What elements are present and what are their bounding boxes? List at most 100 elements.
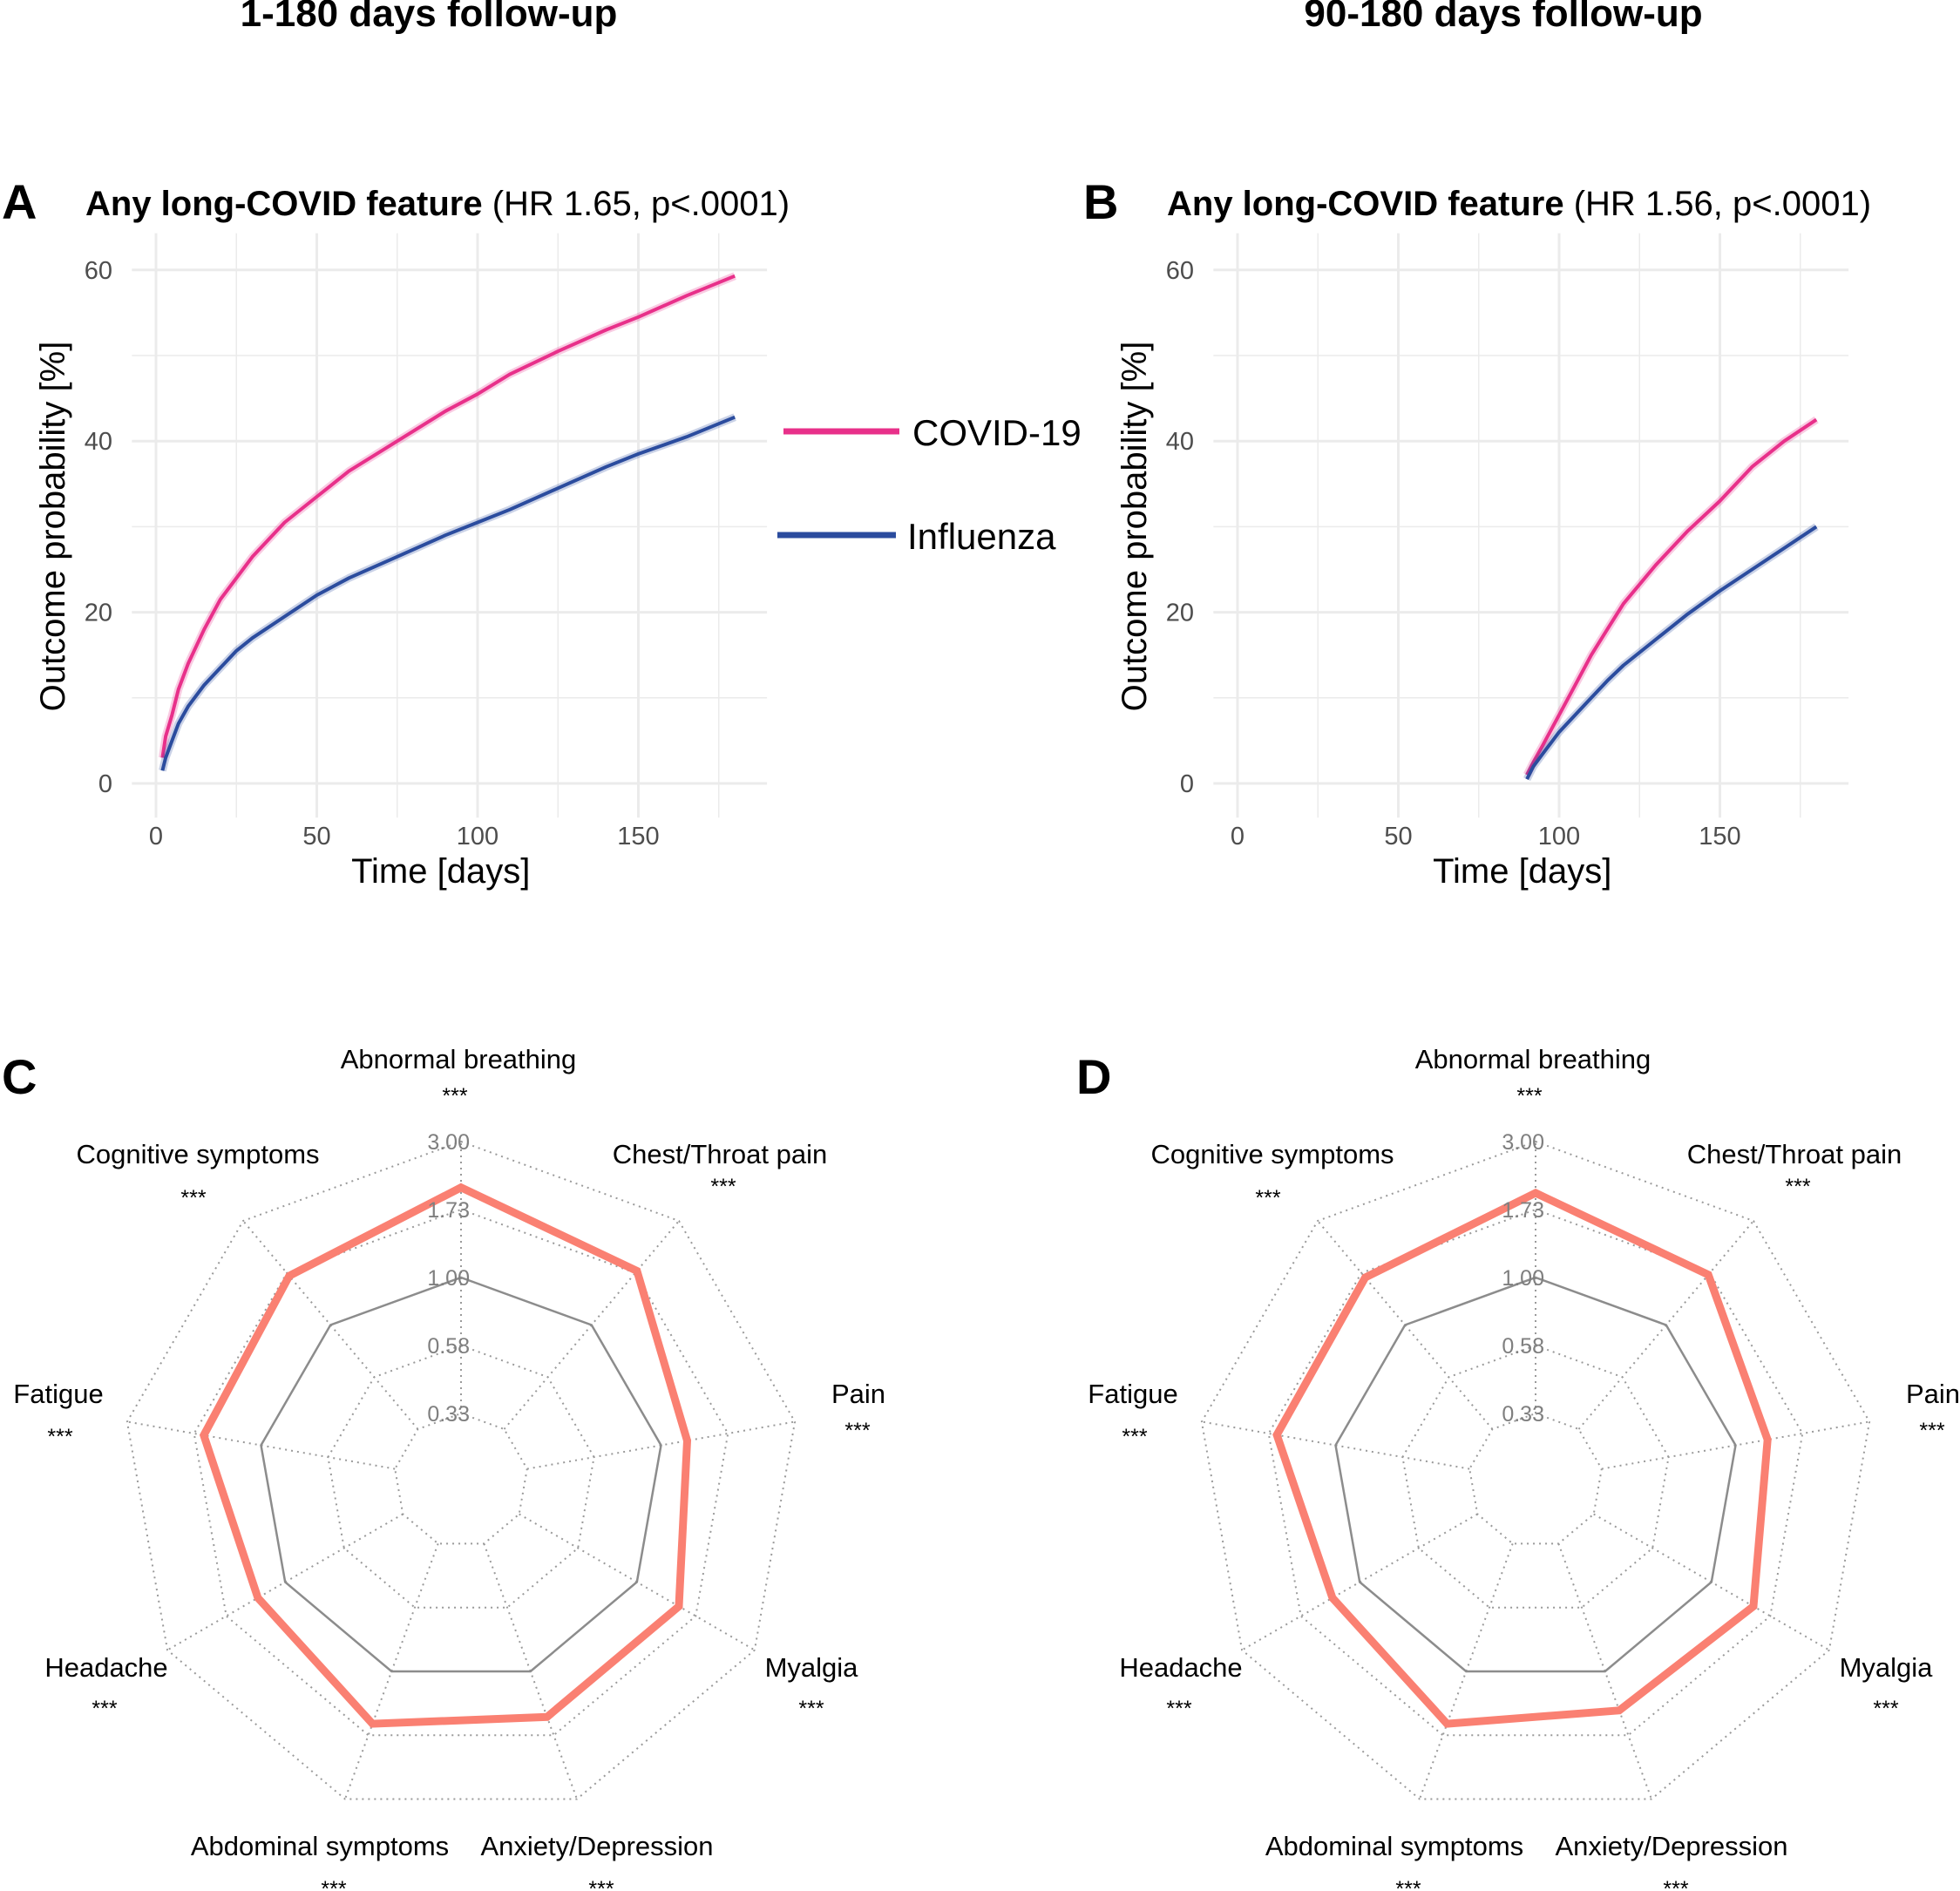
panel-title-stats: (HR 1.56, p<.0001) [1564,185,1871,223]
significance-marker: *** [1785,1175,1810,1199]
panel-c: 0.33 0.58 1.00 1.73 3.00 Abnormal breathing **… [2,1044,885,1891]
axis-label: Anxiety/Depression [480,1831,713,1861]
axis-label: Pain [1906,1379,1960,1409]
scale-label: 3.00 [1502,1130,1544,1155]
radar-spoke [344,1543,439,1800]
value-polygon [199,1183,692,1728]
significance-marker: *** [1395,1877,1421,1891]
scale-label: 0.33 [1502,1402,1544,1427]
axis-label: Headache [1119,1652,1242,1683]
panel-title: Any long-COVID feature (HR 1.56, p<.0001… [1167,185,1871,223]
axis-label: Abdominal symptoms [191,1831,449,1861]
grid-ring [1468,1412,1603,1545]
significance-marker: *** [798,1697,824,1721]
panel-title-bold: Any long-COVID feature [85,185,483,223]
significance-marker: *** [1166,1697,1191,1721]
y-tick-label: 60 [1166,257,1194,285]
y-axis-title: Outcome probability [%] [34,342,72,712]
x-tick-label: 0 [149,823,163,851]
y-tick-label: 0 [98,770,112,798]
column-title-left: 1-180 days follow-up [241,0,618,35]
series-line-covid-19 [160,274,736,758]
significance-marker: *** [1516,1084,1542,1108]
scale-label: 3.00 [427,1130,470,1155]
significance-marker: *** [844,1419,870,1443]
x-tick-label: 50 [1384,823,1412,851]
x-axis-title: Time [days] [351,852,530,891]
reference-polygon [260,1276,662,1673]
axis-label: Headache [44,1652,167,1683]
significance-marker: *** [92,1697,117,1721]
significance-marker: *** [321,1877,346,1891]
y-axis-title: Outcome probability [%] [1116,342,1154,712]
panel-label: C [2,1049,37,1104]
scale-label: 0.58 [427,1334,470,1359]
significance-marker: *** [442,1084,467,1108]
axis-label: Abdominal symptoms [1265,1831,1523,1861]
x-tick-label: 150 [617,823,659,851]
panel-title-bold: Any long-COVID feature [1167,185,1564,223]
radar-spoke [483,1543,578,1800]
series-line-covid-19 [1525,417,1818,776]
significance-marker: *** [47,1425,72,1449]
grid-ring [125,1140,797,1800]
axis-label: Abnormal breathing [341,1044,577,1074]
x-tick-label: 100 [1538,823,1580,851]
panel-b: 0 50 100 150 0 20 40 60 B Any long-COVID feature … [1083,174,1871,891]
panel-label: D [1076,1049,1111,1104]
column-title-right: 90-180 days follow-up [1304,0,1702,35]
axis-label: Anxiety/Depression [1555,1831,1787,1861]
significance-marker: *** [710,1175,736,1199]
scale-label: 1.73 [1502,1198,1544,1223]
significance-marker: *** [180,1186,206,1210]
y-tick-label: 60 [85,257,112,285]
scale-label: 0.33 [427,1402,470,1427]
y-tick-label: 20 [1166,600,1194,627]
scale-label: 1.00 [1502,1266,1544,1291]
axis-label: Chest/Throat pain [1687,1139,1902,1169]
panel-title: Any long-COVID feature (HR 1.65, p<.0001… [85,185,790,223]
series-ci-band-influenza [1523,523,1819,782]
grid-ring [1401,1344,1670,1609]
y-tick-label: 20 [85,600,112,627]
axis-label: Chest/Throat pain [613,1139,827,1169]
panel-label: A [2,174,37,229]
significance-marker: *** [588,1877,614,1891]
significance-marker: *** [1873,1697,1898,1721]
reference-polygon [1334,1276,1737,1673]
axis-label: Fatigue [1088,1379,1177,1409]
axis-label: Fatigue [13,1379,103,1409]
grid-ring [394,1412,528,1545]
panel-title-stats: (HR 1.65, p<.0001) [483,185,790,223]
x-tick-label: 150 [1699,823,1740,851]
scale-label: 1.00 [427,1266,470,1291]
x-tick-label: 0 [1231,823,1244,851]
scale-label: 1.73 [427,1198,470,1223]
scale-label: 0.58 [1502,1334,1544,1359]
grid-ring [1200,1140,1871,1800]
x-tick-label: 50 [302,823,330,851]
axis-label: Abnormal breathing [1415,1044,1651,1074]
axis-label: Cognitive symptoms [1150,1139,1394,1169]
x-axis-title: Time [days] [1433,852,1611,891]
y-tick-label: 0 [1180,770,1194,798]
significance-marker: *** [1255,1186,1280,1210]
radar-spoke [1557,1543,1652,1800]
axis-label: Cognitive symptoms [76,1139,319,1169]
series-line-influenza [1525,525,1818,780]
panel-d: 0.33 0.58 1.00 1.73 3.00 Abnormal breathing **… [1076,1044,1960,1891]
value-polygon [1272,1188,1772,1728]
y-tick-label: 40 [1166,428,1194,456]
axis-label: Myalgia [1840,1652,1934,1683]
series-line-influenza [160,415,736,771]
legend-label-influenza: Influenza [907,516,1056,557]
panel-label: B [1083,174,1118,229]
grid-ring [327,1344,595,1609]
series-ci-band-influenza [159,413,736,772]
x-tick-label: 100 [457,823,498,851]
legend-label-covid: COVID-19 [912,412,1082,453]
significance-marker: *** [1919,1419,1944,1443]
axis-label: Myalgia [765,1652,859,1683]
significance-marker: *** [1122,1425,1147,1449]
